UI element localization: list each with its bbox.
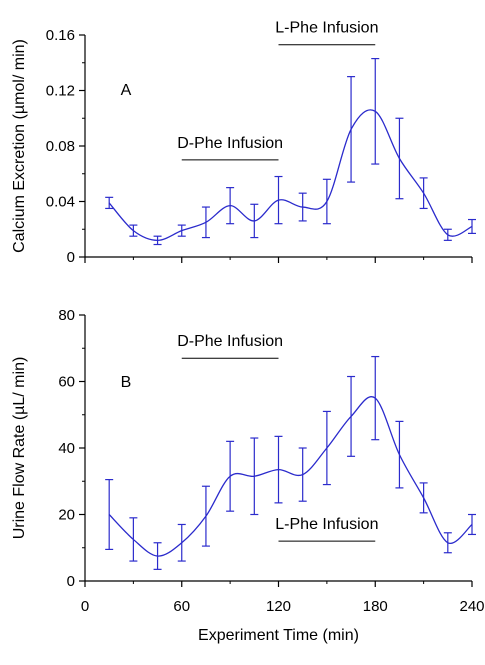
error-bar xyxy=(226,187,235,225)
x-tick-label: 120 xyxy=(266,598,291,615)
error-bar xyxy=(443,532,452,554)
y-tick-label: 60 xyxy=(58,374,75,391)
y-tick-label: 0.12 xyxy=(46,83,75,100)
y-tick-label: 0 xyxy=(67,573,75,590)
y-tick-label: 0.16 xyxy=(46,27,75,44)
infusion-label: L-Phe Infusion xyxy=(275,516,378,533)
y-axis-label: Calcium Excretion (µmol/ min) xyxy=(11,39,28,253)
error-bar xyxy=(322,178,331,225)
error-bar xyxy=(250,203,259,239)
y-axis-label: Urine Flow Rate (µL/ min) xyxy=(11,357,28,540)
error-bar xyxy=(371,57,380,165)
panel-label: A xyxy=(121,82,132,99)
error-bar xyxy=(201,485,210,547)
panel-b: 0 20 40 60 80 0 60 120 180 240 Urine Flow Rate (µL… xyxy=(11,307,485,644)
error-bar xyxy=(129,224,138,237)
infusion-label: L-Phe Infusion xyxy=(275,20,378,37)
infusion-label: D-Phe Infusion xyxy=(177,135,283,152)
error-bar xyxy=(105,478,114,551)
error-bar xyxy=(250,437,259,516)
series-line xyxy=(108,109,473,242)
error-bar xyxy=(177,224,186,237)
error-bar xyxy=(419,482,428,514)
error-bar xyxy=(201,206,210,239)
error-bar xyxy=(322,410,331,486)
y-tick-label: 80 xyxy=(58,307,75,324)
error-bar xyxy=(298,447,307,502)
infusion-label: D-Phe Infusion xyxy=(177,333,283,350)
error-bar xyxy=(129,517,138,562)
error-bar xyxy=(153,235,162,246)
series-line xyxy=(108,396,473,557)
error-bar xyxy=(347,76,356,183)
panel-label: B xyxy=(121,374,132,391)
y-tick-label: 40 xyxy=(58,440,75,457)
x-tick-label: 60 xyxy=(173,598,190,615)
error-bar xyxy=(226,440,235,512)
x-tick-label: 240 xyxy=(459,598,484,615)
x-axis-label: Experiment Time (min) xyxy=(198,627,359,644)
x-tick-label: 180 xyxy=(363,598,388,615)
error-bar xyxy=(443,228,452,241)
y-tick-label: 0 xyxy=(67,249,75,266)
error-bar xyxy=(153,542,162,570)
y-tick-label: 0.04 xyxy=(46,194,75,211)
error-bar xyxy=(419,177,428,210)
error-bar xyxy=(371,355,380,441)
error-bar xyxy=(395,420,404,489)
y-tick-label: 0.08 xyxy=(46,138,75,155)
x-tick-label: 0 xyxy=(81,598,89,615)
error-bar xyxy=(177,523,186,562)
error-bar xyxy=(105,196,114,210)
error-bar xyxy=(298,192,307,222)
y-tick-label: 20 xyxy=(58,507,75,524)
error-bar xyxy=(347,375,356,457)
error-bar xyxy=(468,513,476,536)
error-bar xyxy=(274,175,283,225)
error-bar xyxy=(468,218,476,235)
error-bar xyxy=(274,435,283,504)
error-bar xyxy=(395,117,404,200)
panel-a: 0 0.04 0.08 0.12 0.16 Calcium Excretion (µmol… xyxy=(11,20,476,266)
